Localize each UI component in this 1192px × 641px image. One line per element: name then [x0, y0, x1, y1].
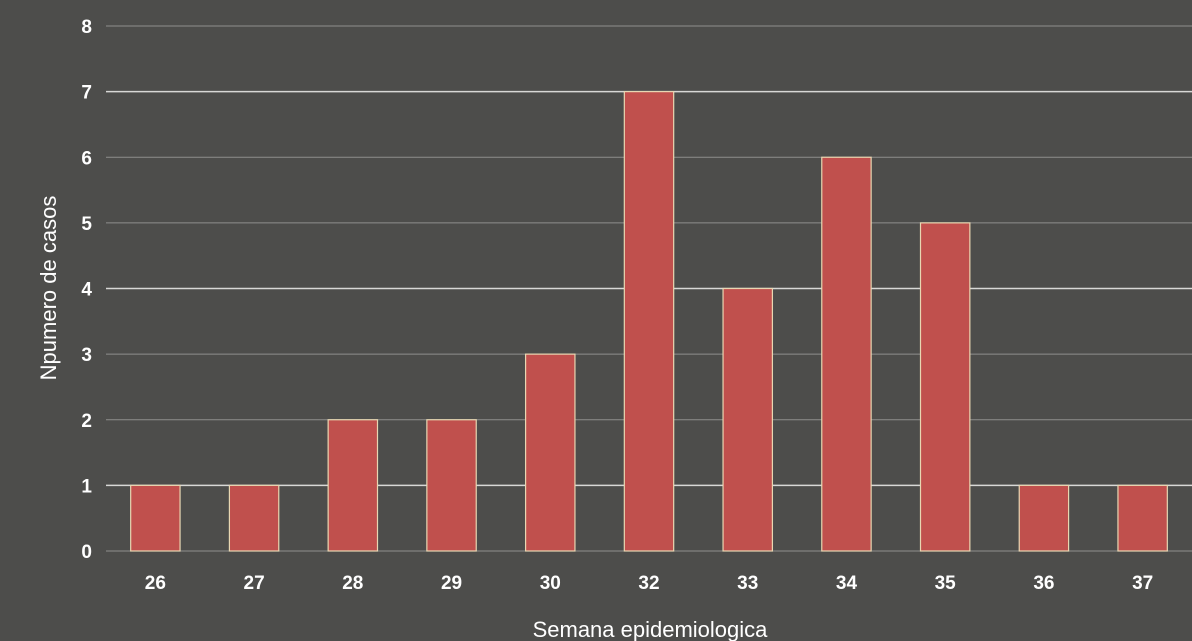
x-tick-label: 34 [836, 573, 858, 594]
x-tick-label: 35 [935, 573, 957, 594]
x-axis-ticks: 26 27 28 29 30 32 33 34 35 36 37 [145, 573, 1153, 594]
x-tick-label: 37 [1132, 573, 1153, 594]
y-tick-label: 7 [81, 83, 92, 104]
y-tick-label: 3 [81, 345, 92, 366]
x-tick-label: 28 [342, 573, 363, 594]
y-axis-title: Npumero de casos [36, 196, 61, 381]
bar-week-30 [524, 353, 576, 552]
bar-week-32 [623, 91, 675, 552]
y-tick-label: 1 [81, 476, 92, 497]
y-tick-label: 8 [81, 17, 92, 38]
bar-week-37 [1117, 484, 1168, 552]
bar-week-27 [228, 484, 280, 552]
bar-week-34 [821, 156, 872, 552]
x-tick-label: 33 [737, 573, 758, 594]
x-tick-label: 30 [540, 573, 561, 594]
bar-week-29 [426, 419, 477, 552]
x-tick-label: 29 [441, 573, 462, 594]
y-tick-label: 6 [81, 148, 92, 169]
x-tick-label: 26 [145, 573, 166, 594]
y-tick-label: 4 [81, 280, 92, 301]
bar-week-35 [919, 222, 971, 552]
bar-week-26 [130, 484, 181, 552]
bar-week-28 [327, 419, 379, 552]
y-tick-label: 5 [81, 214, 92, 235]
bar-week-36 [1018, 484, 1070, 552]
y-tick-label: 0 [81, 542, 92, 563]
y-tick-label: 2 [81, 411, 92, 432]
bars [130, 91, 1168, 552]
x-tick-label: 36 [1033, 573, 1054, 594]
x-axis-title: Semana epidemiologica [533, 617, 769, 641]
y-axis-ticks: 0 1 2 3 4 5 6 7 8 [81, 17, 92, 563]
x-tick-label: 27 [244, 573, 265, 594]
bar-week-33 [722, 287, 774, 552]
x-tick-label: 32 [638, 573, 659, 594]
